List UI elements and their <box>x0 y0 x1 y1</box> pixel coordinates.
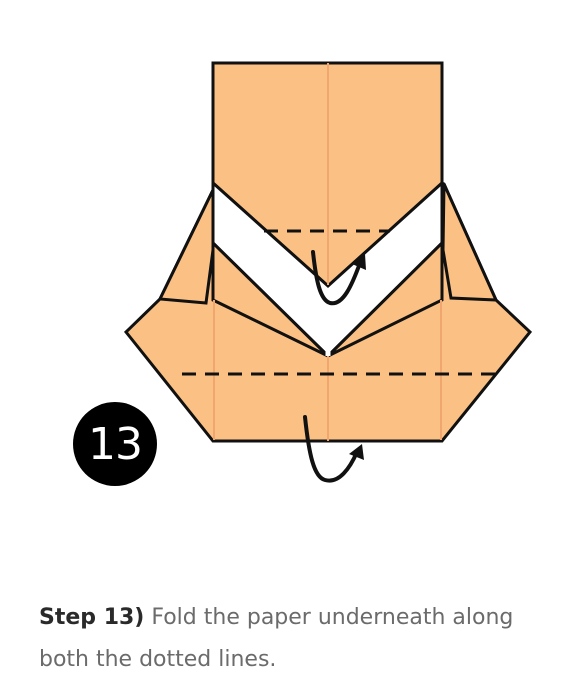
step-number-badge: 13 <box>73 402 157 486</box>
step-instruction-text: Fold the paper underneath along both the… <box>39 605 514 672</box>
crease-lines <box>213 63 442 441</box>
fold-arrows <box>303 250 366 483</box>
inner-v-flap <box>211 239 330 358</box>
dotted-fold-lines <box>182 229 500 376</box>
upper-arrowhead <box>352 254 366 270</box>
origami-diagram <box>123 61 533 483</box>
upper-fold-arrow <box>311 250 362 306</box>
right-side-flap <box>441 183 499 302</box>
step-label: Step 13) <box>39 605 145 630</box>
lower-fold-arrow <box>303 415 359 483</box>
left-side-flap <box>157 189 215 305</box>
instruction-caption: Step 13) Fold the paper underneath along… <box>39 597 554 681</box>
inner-v-flap-right <box>326 239 444 358</box>
lower-arrowhead <box>349 444 364 460</box>
